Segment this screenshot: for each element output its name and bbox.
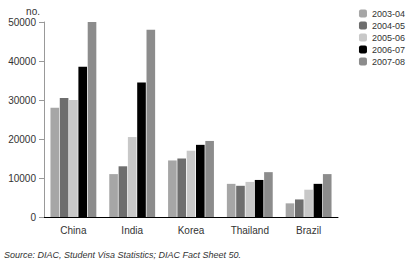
- svg-text:Source: DIAC, Student Visa Sta: Source: DIAC, Student Visa Statistics; D…: [4, 250, 241, 260]
- svg-text:2004-05: 2004-05: [372, 21, 405, 31]
- svg-text:Brazil: Brazil: [296, 225, 321, 236]
- svg-text:30000: 30000: [8, 95, 36, 106]
- svg-text:China: China: [60, 225, 87, 236]
- svg-text:2005-06: 2005-06: [372, 33, 405, 43]
- svg-text:Korea: Korea: [178, 225, 205, 236]
- svg-text:no.: no.: [26, 6, 40, 17]
- svg-text:2006-07: 2006-07: [372, 45, 405, 55]
- svg-text:50000: 50000: [8, 17, 36, 28]
- svg-text:Thailand: Thailand: [231, 225, 269, 236]
- svg-text:0: 0: [30, 212, 36, 223]
- svg-text:40000: 40000: [8, 56, 36, 67]
- svg-text:India: India: [121, 225, 143, 236]
- svg-text:20000: 20000: [8, 134, 36, 145]
- svg-text:2007-08: 2007-08: [372, 57, 405, 67]
- svg-text:2003-04: 2003-04: [372, 9, 405, 19]
- svg-text:10000: 10000: [8, 173, 36, 184]
